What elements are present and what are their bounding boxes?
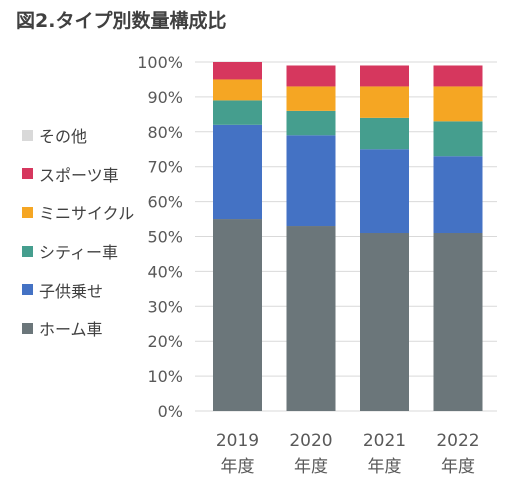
- bar-segment: [360, 117, 409, 150]
- legend-label: ホーム車: [39, 320, 103, 340]
- bar-segment: [433, 86, 483, 122]
- y-tick-label: 90%: [147, 88, 183, 107]
- y-tick-label: 10%: [147, 367, 183, 386]
- y-tick-label: 80%: [147, 123, 183, 142]
- y-tick-label: 60%: [147, 193, 183, 212]
- legend-item-other: その他: [22, 116, 134, 155]
- bar-segment: [433, 233, 483, 411]
- legend-item-child-seat: 子供乗せ: [22, 270, 134, 309]
- bar-segment: [433, 156, 483, 234]
- bar-segment: [360, 65, 409, 87]
- x-tick-label: 年度: [441, 457, 475, 477]
- y-tick-label: 0%: [158, 402, 183, 421]
- x-tick-label: 年度: [294, 457, 328, 477]
- legend-label: スポーツ車: [39, 165, 119, 185]
- legend-swatch: [22, 245, 33, 257]
- x-tick-label: 年度: [368, 457, 402, 477]
- legend-item-home: ホーム車: [22, 309, 134, 348]
- chart-title: 図2.タイプ別数量構成比: [16, 10, 227, 32]
- legend: その他 スポーツ車 ミニサイクル シティー車 子供乗せ ホーム車: [22, 116, 134, 348]
- x-tick-label: 2019: [216, 431, 259, 451]
- bar-segment: [433, 121, 483, 157]
- bar-segment: [360, 149, 409, 234]
- bar-segment: [286, 226, 336, 411]
- y-tick-label: 30%: [147, 297, 183, 316]
- legend-label: ミニサイクル: [39, 204, 135, 224]
- legend-label: 子供乗せ: [39, 281, 104, 301]
- y-tick-label: 100%: [137, 53, 183, 72]
- y-tick-label: 20%: [147, 332, 183, 351]
- legend-swatch: [22, 168, 33, 180]
- legend-item-sports: スポーツ車: [22, 155, 134, 194]
- bar-segment: [213, 62, 262, 80]
- legend-item-minicycle: ミニサイクル: [22, 193, 134, 232]
- legend-item-city: シティー車: [22, 232, 134, 271]
- bar-segment: [433, 65, 483, 87]
- bar-segment: [360, 86, 409, 118]
- x-tick-label: 2022: [436, 431, 479, 451]
- legend-swatch: [22, 322, 33, 334]
- bar-segment: [360, 233, 409, 411]
- x-tick-label: 2020: [289, 431, 332, 451]
- bar-segment: [213, 79, 262, 101]
- bar-segment: [286, 135, 336, 227]
- bar-segment: [286, 110, 336, 136]
- y-tick-label: 50%: [147, 228, 183, 247]
- bar-segment: [213, 100, 262, 125]
- x-tick-label: 年度: [221, 457, 255, 477]
- legend-swatch: [22, 129, 33, 141]
- y-tick-label: 70%: [147, 158, 183, 177]
- legend-label: その他: [39, 127, 88, 147]
- bar-segment: [213, 219, 262, 411]
- x-tick-label: 2021: [363, 431, 406, 451]
- legend-swatch: [22, 206, 33, 218]
- bar-segment: [213, 124, 262, 220]
- bar-segment: [286, 86, 336, 111]
- legend-swatch: [22, 284, 33, 296]
- bar-segment: [286, 65, 336, 87]
- y-tick-label: 40%: [147, 262, 183, 281]
- legend-label: シティー車: [39, 243, 119, 263]
